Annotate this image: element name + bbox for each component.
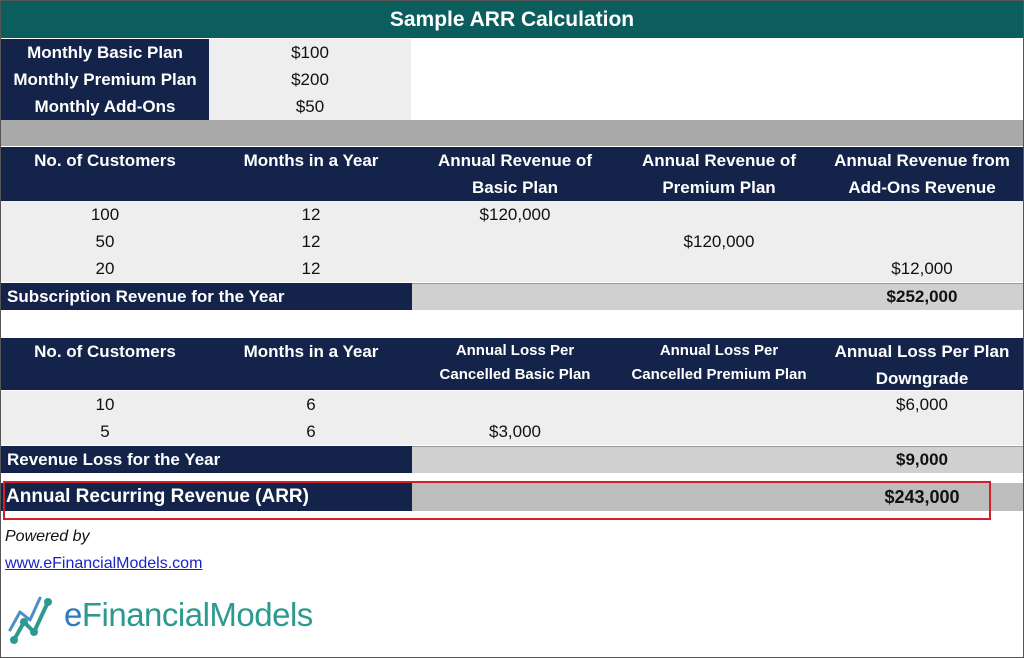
total-value[interactable]: $252,000 bbox=[886, 287, 958, 306]
price-value[interactable]: $50 bbox=[209, 93, 411, 120]
header-line: Annual Revenue of bbox=[642, 151, 796, 170]
arr-row: Annual Recurring Revenue (ARR) $243,000 bbox=[1, 483, 1023, 511]
header-line: Annual Revenue from bbox=[834, 151, 1010, 170]
revenue-table-body: 100 12 $120,000 50 12 $120,000 20 12 $12… bbox=[1, 201, 1023, 282]
header-line: Months in a Year bbox=[243, 342, 379, 361]
table-cell[interactable]: $120,000 bbox=[479, 205, 551, 224]
header-line: Cancelled Basic Plan bbox=[439, 366, 591, 383]
loss-total-row: Revenue Loss for the Year $9,000 bbox=[1, 446, 1023, 473]
header-line: No. of Customers bbox=[34, 151, 176, 170]
header-cell: Annual Loss Per Cancelled Premium Plan bbox=[617, 338, 821, 390]
table-cell[interactable]: 6 bbox=[306, 422, 316, 441]
header-line: Annual Loss Per bbox=[659, 342, 779, 359]
table-cell[interactable] bbox=[617, 201, 821, 228]
subscription-total-row: Subscription Revenue for the Year $252,0… bbox=[1, 283, 1023, 310]
table-cell[interactable]: 20 bbox=[95, 259, 115, 278]
header-line: Downgrade bbox=[875, 369, 969, 388]
revenue-table-header: No. of Customers Months in a Year Annual… bbox=[1, 147, 1023, 201]
blank-row bbox=[1, 310, 1023, 338]
table-cell[interactable]: 12 bbox=[301, 232, 321, 251]
table-cell[interactable] bbox=[617, 391, 821, 418]
price-value[interactable]: $200 bbox=[209, 66, 411, 93]
table-cell[interactable]: 12 bbox=[301, 259, 321, 278]
arr-fill bbox=[412, 483, 1023, 511]
header-cell: Annual Revenue of Premium Plan bbox=[617, 147, 821, 201]
table-cell[interactable] bbox=[821, 418, 1023, 445]
total-label: Subscription Revenue for the Year bbox=[1, 283, 412, 310]
website-link[interactable]: www.eFinancialModels.com bbox=[5, 555, 203, 572]
table-cell[interactable] bbox=[413, 391, 617, 418]
table-cell[interactable] bbox=[821, 228, 1023, 255]
arr-label: Annual Recurring Revenue (ARR) bbox=[1, 483, 412, 511]
table-cell[interactable]: 6 bbox=[306, 395, 316, 414]
logo-wordmark: eFinancialModels bbox=[64, 596, 313, 634]
price-label: Monthly Basic Plan bbox=[1, 39, 209, 66]
table-cell[interactable]: 5 bbox=[100, 422, 110, 441]
table-cell[interactable]: $6,000 bbox=[896, 395, 948, 414]
total-value[interactable]: $9,000 bbox=[896, 450, 948, 469]
total-label: Revenue Loss for the Year bbox=[1, 446, 412, 473]
header-line: Add-Ons Revenue bbox=[848, 178, 996, 197]
table-cell[interactable] bbox=[617, 418, 821, 445]
header-line: Months in a Year bbox=[243, 151, 379, 170]
table-cell[interactable]: 100 bbox=[90, 205, 120, 224]
table-cell[interactable]: 50 bbox=[95, 232, 115, 251]
header-cell: Months in a Year bbox=[209, 338, 413, 390]
loss-table-body: 10 6 $6,000 5 6 $3,000 bbox=[1, 391, 1023, 445]
efinancialmodels-logo: eFinancialModels bbox=[8, 590, 313, 650]
separator-band bbox=[1, 120, 1023, 146]
arr-value[interactable]: $243,000 bbox=[884, 487, 960, 507]
total-fill bbox=[412, 446, 1023, 473]
sheet-title: Sample ARR Calculation bbox=[1, 1, 1023, 38]
header-line: Basic Plan bbox=[472, 178, 558, 197]
table-cell[interactable] bbox=[617, 255, 821, 282]
header-cell: Months in a Year bbox=[209, 147, 413, 201]
header-cell: No. of Customers bbox=[1, 147, 209, 201]
header-line: Cancelled Premium Plan bbox=[631, 366, 807, 383]
arr-highlight-box bbox=[3, 481, 991, 520]
total-fill bbox=[412, 283, 1023, 310]
table-cell[interactable] bbox=[413, 228, 617, 255]
header-line: No. of Customers bbox=[34, 342, 176, 361]
header-line: Annual Loss Per bbox=[455, 342, 575, 359]
price-label: Monthly Add-Ons bbox=[1, 93, 209, 120]
table-cell[interactable]: $3,000 bbox=[489, 422, 541, 441]
price-value[interactable]: $100 bbox=[209, 39, 411, 66]
header-cell: Annual Revenue from Add-Ons Revenue bbox=[821, 147, 1023, 201]
header-cell: No. of Customers bbox=[1, 338, 209, 390]
chart-trend-icon bbox=[8, 596, 52, 644]
table-cell[interactable] bbox=[413, 255, 617, 282]
price-row-basic: Monthly Basic Plan $100 bbox=[1, 39, 411, 66]
table-cell[interactable]: $12,000 bbox=[891, 259, 953, 278]
header-cell: Annual Loss Per Plan Downgrade bbox=[821, 338, 1023, 390]
table-cell[interactable]: 10 bbox=[95, 395, 115, 414]
header-line: Premium Plan bbox=[662, 178, 776, 197]
loss-table-header: No. of Customers Months in a Year Annual… bbox=[1, 338, 1023, 390]
price-row-premium: Monthly Premium Plan $200 bbox=[1, 66, 411, 93]
header-cell: Annual Revenue of Basic Plan bbox=[413, 147, 617, 201]
table-cell[interactable] bbox=[821, 201, 1023, 228]
table-cell[interactable]: $120,000 bbox=[683, 232, 755, 251]
powered-by-text: Powered by bbox=[5, 528, 90, 545]
header-line: Annual Loss Per Plan bbox=[834, 342, 1010, 361]
table-cell[interactable]: 12 bbox=[301, 205, 321, 224]
logo-rest: FinancialModels bbox=[81, 596, 313, 633]
header-line: Annual Revenue of bbox=[438, 151, 592, 170]
price-label: Monthly Premium Plan bbox=[1, 66, 209, 93]
header-cell: Annual Loss Per Cancelled Basic Plan bbox=[413, 338, 617, 390]
logo-e: e bbox=[64, 596, 82, 633]
price-row-addons: Monthly Add-Ons $50 bbox=[1, 93, 411, 120]
